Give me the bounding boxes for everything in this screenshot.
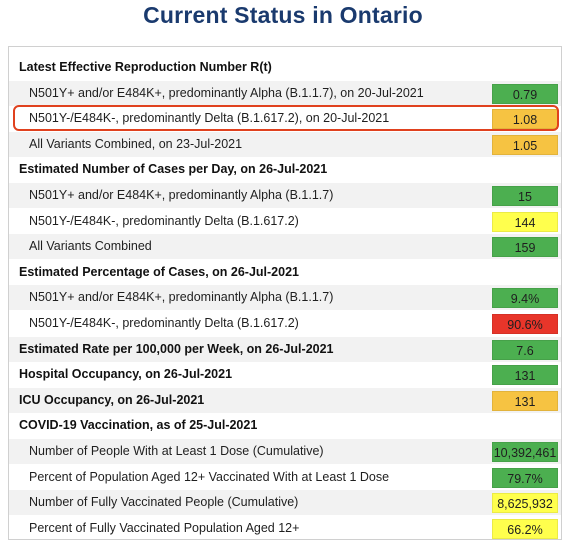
table-row: Number of Fully Vaccinated People (Cumul…: [9, 490, 561, 516]
section-header-label: ICU Occupancy, on 26-Jul-2021: [19, 392, 205, 407]
section-header-row: Estimated Number of Cases per Day, on 26…: [9, 157, 561, 182]
table-row: N501Y+ and/or E484K+, predominantly Alph…: [9, 183, 561, 208]
table-row: All Variants Combined, on 23-Jul-2021 1.0…: [9, 131, 561, 157]
section-header-row: Estimated Percentage of Cases, on 26-Jul…: [9, 260, 561, 285]
status-value-cell: 0.79: [492, 83, 558, 104]
table-row: N501Y-/E484K-, predominantly Delta (B.1.…: [9, 209, 561, 234]
status-value-cell: 10,392,461: [492, 442, 558, 462]
table-row: N501Y-/E484K-, predominantly Delta (B.1.…: [9, 106, 561, 131]
section-header-row: Hospital Occupancy, on 26-Jul-2021 131: [9, 362, 561, 387]
status-value-cell: 66.2%: [492, 518, 558, 539]
table-row: N501Y+ and/or E484K+, predominantly Alph…: [9, 80, 561, 106]
status-value-cell: 144: [492, 211, 558, 232]
section-header-row: Latest Effective Reproduction Number R(t…: [9, 55, 561, 80]
section-header-label: Latest Effective Reproduction Number R(t…: [19, 60, 272, 74]
section-header-label: Estimated Percentage of Cases, on 26-Jul…: [19, 264, 299, 279]
section-header-label: Hospital Occupancy, on 26-Jul-2021: [19, 367, 233, 382]
row-label: N501Y-/E484K-, predominantly Delta (B.1.…: [29, 111, 390, 126]
status-value-cell: 7.6: [492, 339, 558, 360]
section-header-row: Estimated Rate per 100,000 per Week, on …: [9, 336, 561, 362]
status-value-cell: 131: [492, 390, 558, 411]
table-row: Percent of Fully Vaccinated Population A…: [9, 516, 561, 541]
status-value-cell: 9.4%: [492, 288, 558, 309]
table-row: All Variants Combined 159: [9, 234, 561, 260]
table-row: Number of People With at Least 1 Dose (C…: [9, 439, 561, 464]
status-value-cell: 8,625,932: [492, 493, 558, 514]
row-label: N501Y-/E484K-, predominantly Delta (B.1.…: [29, 213, 299, 228]
table-row: N501Y+ and/or E484K+, predominantly Alph…: [9, 285, 561, 311]
row-label: N501Y+ and/or E484K+, predominantly Alph…: [29, 290, 334, 305]
row-label: Percent of Population Aged 12+ Vaccinate…: [29, 469, 390, 484]
row-label: N501Y+ and/or E484K+, predominantly Alph…: [29, 85, 424, 100]
row-label: N501Y-/E484K-, predominantly Delta (B.1.…: [29, 316, 299, 330]
status-value-cell: 15: [492, 186, 558, 206]
status-value-cell: 131: [492, 365, 558, 386]
section-header-label: Estimated Rate per 100,000 per Week, on …: [19, 341, 334, 356]
row-label: N501Y+ and/or E484K+, predominantly Alph…: [29, 188, 334, 202]
status-value-cell: 90.6%: [492, 314, 558, 334]
page-title: Current Status in Ontario: [143, 2, 423, 28]
row-label: All Variants Combined: [29, 239, 152, 254]
section-header-label: COVID-19 Vaccination, as of 25-Jul-2021: [19, 418, 258, 433]
status-table: Latest Effective Reproduction Number R(t…: [8, 46, 562, 540]
highlight-outline: [13, 105, 559, 132]
row-label: Number of People With at Least 1 Dose (C…: [29, 444, 324, 458]
row-label: All Variants Combined, on 23-Jul-2021: [29, 136, 243, 151]
table-row: N501Y-/E484K-, predominantly Delta (B.1.…: [9, 311, 561, 336]
section-header-row: COVID-19 Vaccination, as of 25-Jul-2021: [9, 413, 561, 438]
table-row: Percent of Population Aged 12+ Vaccinate…: [9, 465, 561, 490]
row-label: Number of Fully Vaccinated People (Cumul…: [29, 495, 299, 510]
row-label: Percent of Fully Vaccinated Population A…: [29, 520, 300, 535]
status-value-cell: 1.08: [492, 109, 558, 130]
status-value-cell: 159: [492, 237, 558, 258]
section-header-label: Estimated Number of Cases per Day, on 26…: [19, 162, 328, 177]
status-value-cell: 79.7%: [492, 467, 558, 488]
section-header-row: ICU Occupancy, on 26-Jul-2021 131: [9, 387, 561, 413]
status-value-cell: 1.05: [492, 134, 558, 155]
